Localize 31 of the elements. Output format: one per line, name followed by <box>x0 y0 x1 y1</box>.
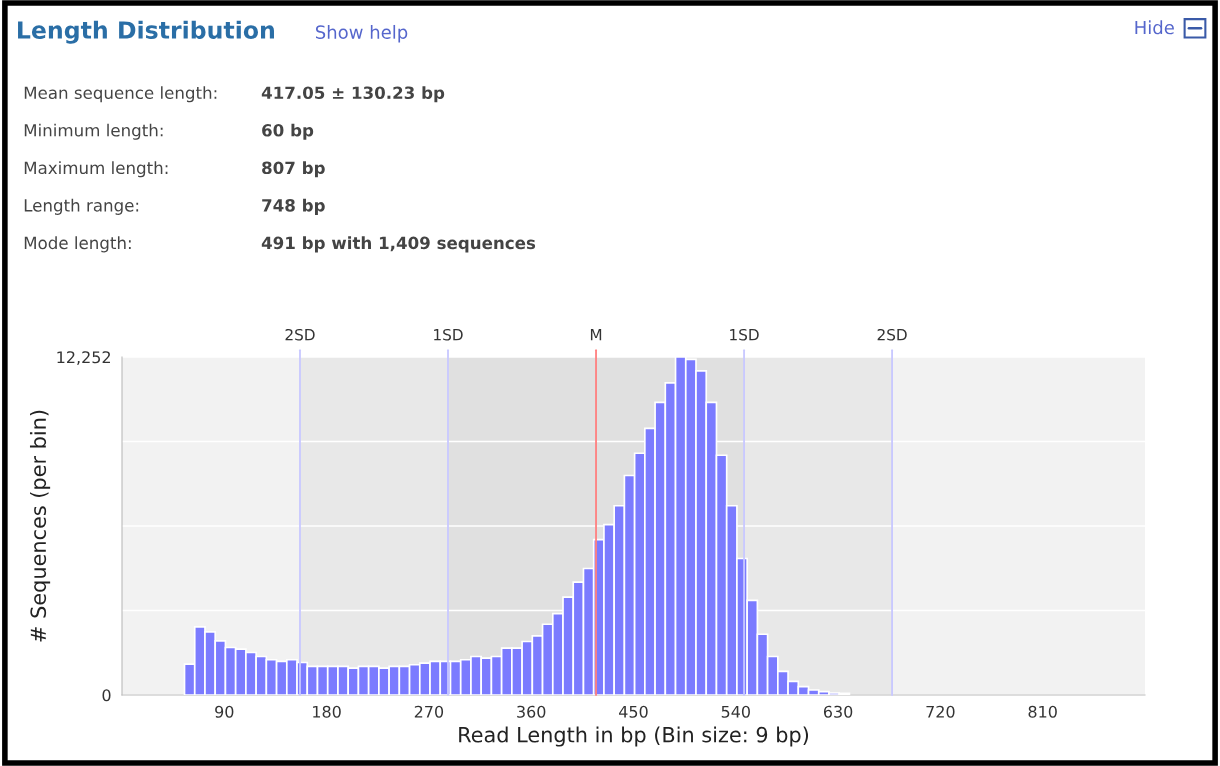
text: Show help <box>315 24 408 43</box>
ref-line-label: 2SD <box>285 328 315 341</box>
text: Length range: <box>24 198 139 215</box>
text: Hide <box>1135 20 1174 35</box>
x-tick-label: 720 <box>926 705 955 718</box>
text: 491 bp with 1,409 sequences <box>261 236 536 253</box>
x-tick-label: 180 <box>313 705 341 718</box>
x-axis-title: Read Length in bp (Bin size: 9 bp) <box>459 726 809 747</box>
x-tick-label: 90 <box>215 705 234 718</box>
ref-line-label: 1SD <box>730 328 759 341</box>
chart-title: Length Distribution <box>18 20 274 44</box>
text: Mean sequence length: <box>24 86 217 103</box>
x-tick-label: 540 <box>721 705 750 718</box>
ref-line-label: M <box>590 329 602 341</box>
ref-line-label: 1SD <box>434 328 463 341</box>
x-tick-label: 630 <box>823 705 853 718</box>
ref-line-label: 2SD <box>877 328 907 341</box>
x-tick-label: 810 <box>1028 705 1057 718</box>
y-axis-title: # Sequences (per bin) <box>29 410 51 642</box>
x-tick-label: 270 <box>414 705 444 718</box>
text: 417.05 ± 130.23 bp <box>261 86 445 103</box>
text: Maximum length: <box>24 161 168 178</box>
x-tick-label: 450 <box>619 705 648 718</box>
y-tick-label: 12,252 <box>57 351 110 365</box>
text: Minimum length: <box>24 123 163 140</box>
text: Mode length: <box>24 236 131 253</box>
y-tick-label: 0 <box>102 689 111 702</box>
text: 60 bp <box>262 123 314 140</box>
x-tick-label: 360 <box>517 705 546 718</box>
text: 748 bp <box>262 198 325 215</box>
text: 807 bp <box>262 161 325 178</box>
